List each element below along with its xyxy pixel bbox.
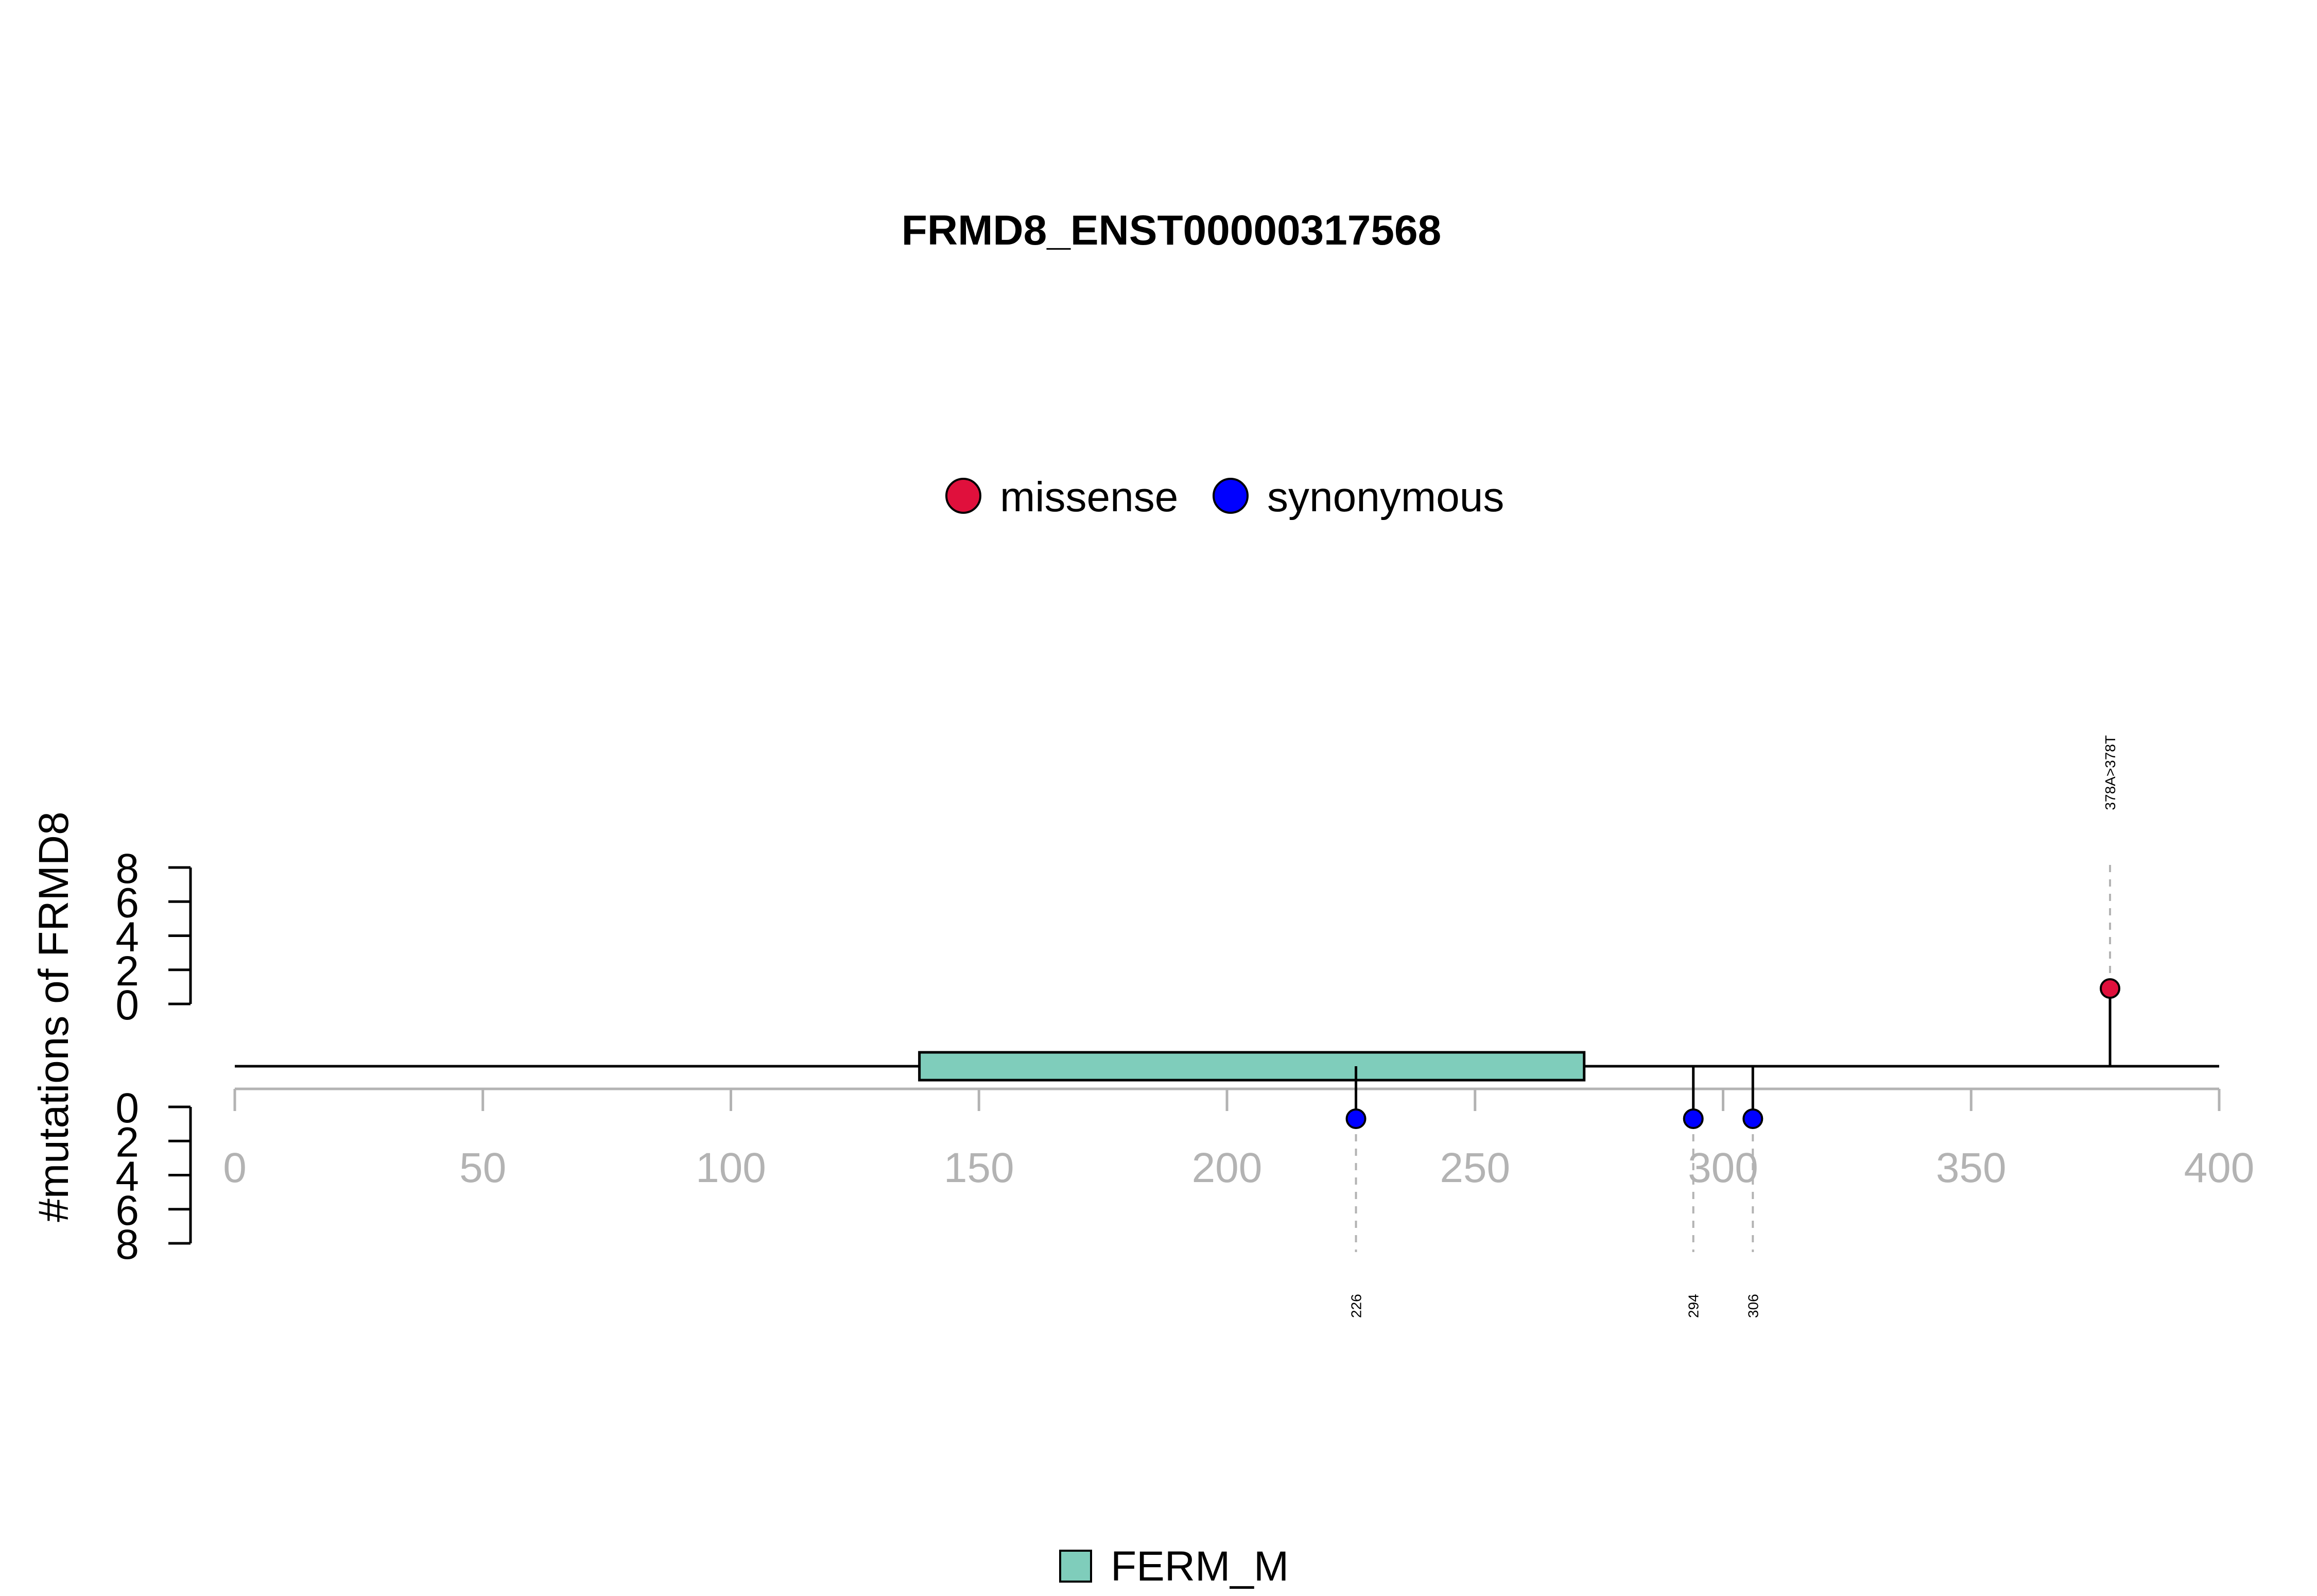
- mutation-synonymous-226: 226: [1345, 1066, 1367, 1318]
- x-tick-label: 100: [696, 1144, 766, 1191]
- x-tick-label: 50: [459, 1144, 506, 1191]
- mutation-point: [1345, 1108, 1367, 1129]
- mutation-layer: 378A>378T 226 294 306: [1345, 735, 2121, 1318]
- mutation-point: [2100, 978, 2121, 999]
- mutation-label: 294: [1686, 1294, 1702, 1318]
- count-tick-label: 0: [115, 1085, 139, 1132]
- legend-synonymous-marker: [1213, 478, 1249, 514]
- x-tick-label: 300: [1688, 1144, 1758, 1191]
- count-tick-label: 6: [115, 879, 139, 926]
- count-tick-label: 4: [115, 1153, 139, 1200]
- count-tick-label: 2: [115, 1119, 139, 1166]
- mutation-synonymous-294: 294: [1683, 1066, 1704, 1318]
- mutation-point: [1683, 1108, 1704, 1129]
- count-tick-label: 8: [115, 1221, 139, 1268]
- x-tick-label: 200: [1192, 1144, 1263, 1191]
- x-tick-label: 150: [944, 1144, 1014, 1191]
- x-tick-label: 250: [1440, 1144, 1510, 1191]
- mutation-synonymous-306: 306: [1742, 1066, 1763, 1318]
- y-axis-label: #mutations of FRMD8: [30, 811, 77, 1222]
- x-tick-label: 400: [2184, 1144, 2255, 1191]
- count-tick-label: 2: [115, 948, 139, 995]
- count-tick-label: 8: [115, 845, 139, 892]
- domain-legend: FERM_M: [1059, 1543, 1289, 1590]
- x-tick-label: 0: [223, 1144, 247, 1191]
- mutation-label: 306: [1745, 1294, 1761, 1318]
- mutation-missense-378: 378A>378T: [2100, 735, 2121, 1066]
- x-axis: 0 50 100 150 200 250 300 350 400: [223, 1087, 2255, 1191]
- count-tick-label: 0: [115, 982, 139, 1029]
- count-tick-label: 4: [115, 914, 139, 961]
- x-tick-label: 350: [1936, 1144, 2007, 1191]
- chart-title: FRMD8_ENST00000317568: [902, 207, 1441, 254]
- count-tick-label: 6: [115, 1187, 139, 1234]
- legend-ferm-m-swatch: [1059, 1550, 1092, 1583]
- mutation-label: 226: [1348, 1294, 1364, 1318]
- domain-layer: [918, 1051, 1586, 1082]
- mutation-point: [1742, 1108, 1763, 1129]
- legend-missense-label: missense: [1000, 474, 1178, 521]
- mutation-label: 378A>378T: [2102, 735, 2118, 810]
- mutation-type-legend: missense synonymous: [945, 474, 1504, 521]
- domain-ferm-m: [918, 1051, 1586, 1082]
- legend-synonymous-label: synonymous: [1267, 474, 1504, 521]
- legend-ferm-m-label: FERM_M: [1111, 1543, 1289, 1590]
- legend-missense-marker: [945, 478, 981, 514]
